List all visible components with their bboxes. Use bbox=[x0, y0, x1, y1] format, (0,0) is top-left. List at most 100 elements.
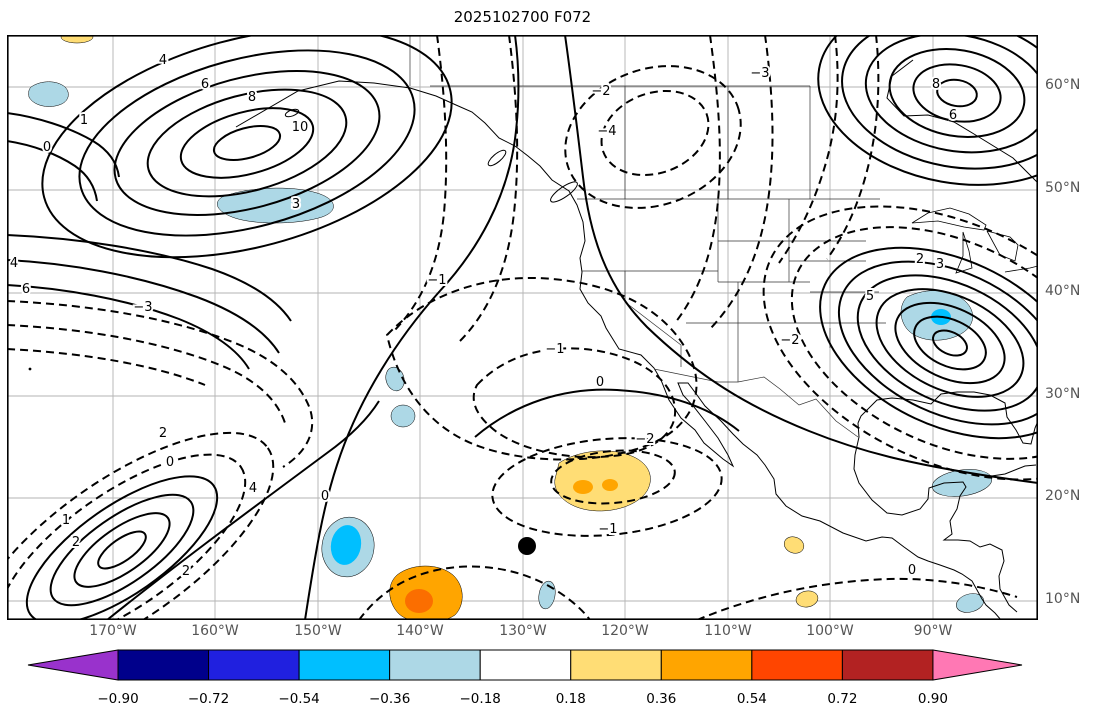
x-tick-label: 120°W bbox=[601, 623, 649, 639]
colorbar: −0.90 −0.72 −0.54 −0.36 −0.18 0.18 0.36 0.54 0.7… bbox=[27, 649, 1023, 707]
contour-label: 2 bbox=[72, 535, 80, 550]
contour-label: 0 bbox=[43, 140, 51, 155]
y-tick-label: 30°N bbox=[1045, 386, 1081, 402]
contour-line-dashed bbox=[491, 437, 723, 537]
contour-line-dashed bbox=[7, 324, 286, 424]
contour-line-dashed bbox=[708, 35, 774, 331]
colorbar-arrow bbox=[932, 649, 1023, 681]
shaded-positive-core bbox=[602, 479, 618, 491]
contour-line bbox=[106, 400, 380, 620]
colorbar-tick-label: 0.18 bbox=[556, 691, 586, 707]
y-axis-ticks: 60°N 50°N 40°N 30°N 20°N 10°N bbox=[1045, 35, 1103, 620]
contour-label: −2 bbox=[635, 432, 654, 447]
contour-label: 1 bbox=[80, 113, 88, 128]
contour-label: 10 bbox=[292, 120, 309, 135]
coastline-pacific bbox=[235, 80, 1002, 620]
contour-label: 1 bbox=[62, 513, 70, 528]
northeast-high-contours bbox=[817, 35, 1038, 186]
coastline-gulf bbox=[857, 391, 1038, 445]
alaska-high-contours bbox=[41, 35, 453, 259]
x-tick-label: 90°W bbox=[913, 623, 953, 639]
latlon-grid bbox=[7, 35, 1038, 620]
contour-line bbox=[7, 112, 120, 178]
colorbar-segment bbox=[389, 649, 481, 681]
contour-line bbox=[7, 259, 280, 354]
colorbar-segment bbox=[479, 649, 572, 681]
contour-line-dashed bbox=[358, 565, 591, 620]
shaded-negative bbox=[217, 187, 334, 224]
contour-label: −4 bbox=[597, 124, 616, 139]
contour-label: −3 bbox=[750, 66, 769, 81]
state-borders bbox=[409, 35, 886, 438]
great-lakes bbox=[911, 207, 1038, 274]
shaded-negative-core bbox=[330, 525, 362, 565]
map-frame bbox=[7, 35, 1038, 620]
shaded-negative bbox=[538, 580, 556, 610]
contour-label: 4 bbox=[159, 53, 167, 68]
colorbar-tick-label: −0.90 bbox=[97, 691, 138, 707]
colorbar-tick-label: 0.54 bbox=[737, 691, 767, 707]
contour-label: 0 bbox=[321, 489, 329, 504]
contour-label: 2 bbox=[159, 426, 167, 441]
contour-label: 5 bbox=[866, 289, 874, 304]
contour-label: −3 bbox=[133, 300, 152, 315]
shaded-negative bbox=[28, 81, 69, 107]
small-speck bbox=[28, 367, 32, 371]
contour-line-dashed bbox=[7, 348, 206, 386]
colorbar-segment bbox=[570, 649, 662, 681]
coastline-mexico-caribbean bbox=[853, 422, 1018, 613]
contour-label: 4 bbox=[249, 481, 257, 496]
shaded-negative bbox=[956, 593, 984, 613]
x-tick-label: 170°W bbox=[89, 623, 137, 639]
x-tick-label: 100°W bbox=[806, 623, 854, 639]
shaded-positive bbox=[60, 35, 94, 44]
contour-label: 6 bbox=[22, 282, 30, 297]
southeast-dashed bbox=[762, 205, 1038, 481]
vancouver-island bbox=[550, 181, 578, 203]
contour-line bbox=[7, 140, 98, 202]
contour-label: 0 bbox=[908, 563, 916, 578]
colorbar-tick-label: 0.36 bbox=[646, 691, 676, 707]
contour-line-dashed bbox=[778, 35, 839, 264]
y-tick-label: 60°N bbox=[1045, 77, 1081, 93]
contour-line bbox=[7, 234, 292, 322]
shaded-positive bbox=[783, 536, 805, 554]
lower-left-dashed bbox=[7, 431, 275, 620]
contour-label: −1 bbox=[427, 273, 446, 288]
x-tick-label: 150°W bbox=[294, 623, 342, 639]
contour-label: 2 bbox=[916, 252, 924, 267]
x-tick-label: 110°W bbox=[704, 623, 752, 639]
contour-line-dashed bbox=[7, 300, 314, 468]
x-axis-ticks: 170°W 160°W 150°W 140°W 130°W 120°W 110°W 100°W… bbox=[7, 623, 1038, 645]
colorbar-tick-label: −0.36 bbox=[369, 691, 410, 707]
contour-label: 3 bbox=[292, 197, 300, 212]
solid-contours bbox=[7, 35, 1038, 620]
contour-line-dashed bbox=[564, 65, 742, 209]
contour-line-dashed bbox=[826, 35, 880, 260]
lower-left-high-contours bbox=[25, 475, 219, 620]
colorbar-tick-label: 0.90 bbox=[918, 691, 948, 707]
dashed-contours bbox=[7, 35, 1038, 620]
contour-line bbox=[7, 284, 250, 370]
contour-line-dashed bbox=[600, 89, 710, 177]
colorbar-segment bbox=[751, 649, 843, 681]
contour-line-dashed bbox=[458, 35, 519, 343]
contour-label: 0 bbox=[596, 375, 604, 390]
y-tick-label: 10°N bbox=[1045, 591, 1081, 607]
station-marker-dot bbox=[518, 537, 536, 555]
x-tick-label: 130°W bbox=[499, 623, 547, 639]
colorbar-arrow bbox=[27, 649, 119, 681]
colorbar-segment bbox=[208, 649, 300, 681]
contour-line-dashed bbox=[472, 347, 677, 459]
contour-label: 0 bbox=[166, 455, 174, 470]
contour-label: 8 bbox=[932, 77, 940, 92]
contour-label: −1 bbox=[598, 522, 617, 537]
coastline-cuba bbox=[984, 464, 1037, 478]
shaded-positive-core bbox=[573, 480, 593, 494]
shaded-positive-core bbox=[405, 589, 433, 613]
x-tick-label: 140°W bbox=[396, 623, 444, 639]
contour-label: −2 bbox=[780, 333, 799, 348]
colorbar-segment bbox=[117, 649, 210, 681]
